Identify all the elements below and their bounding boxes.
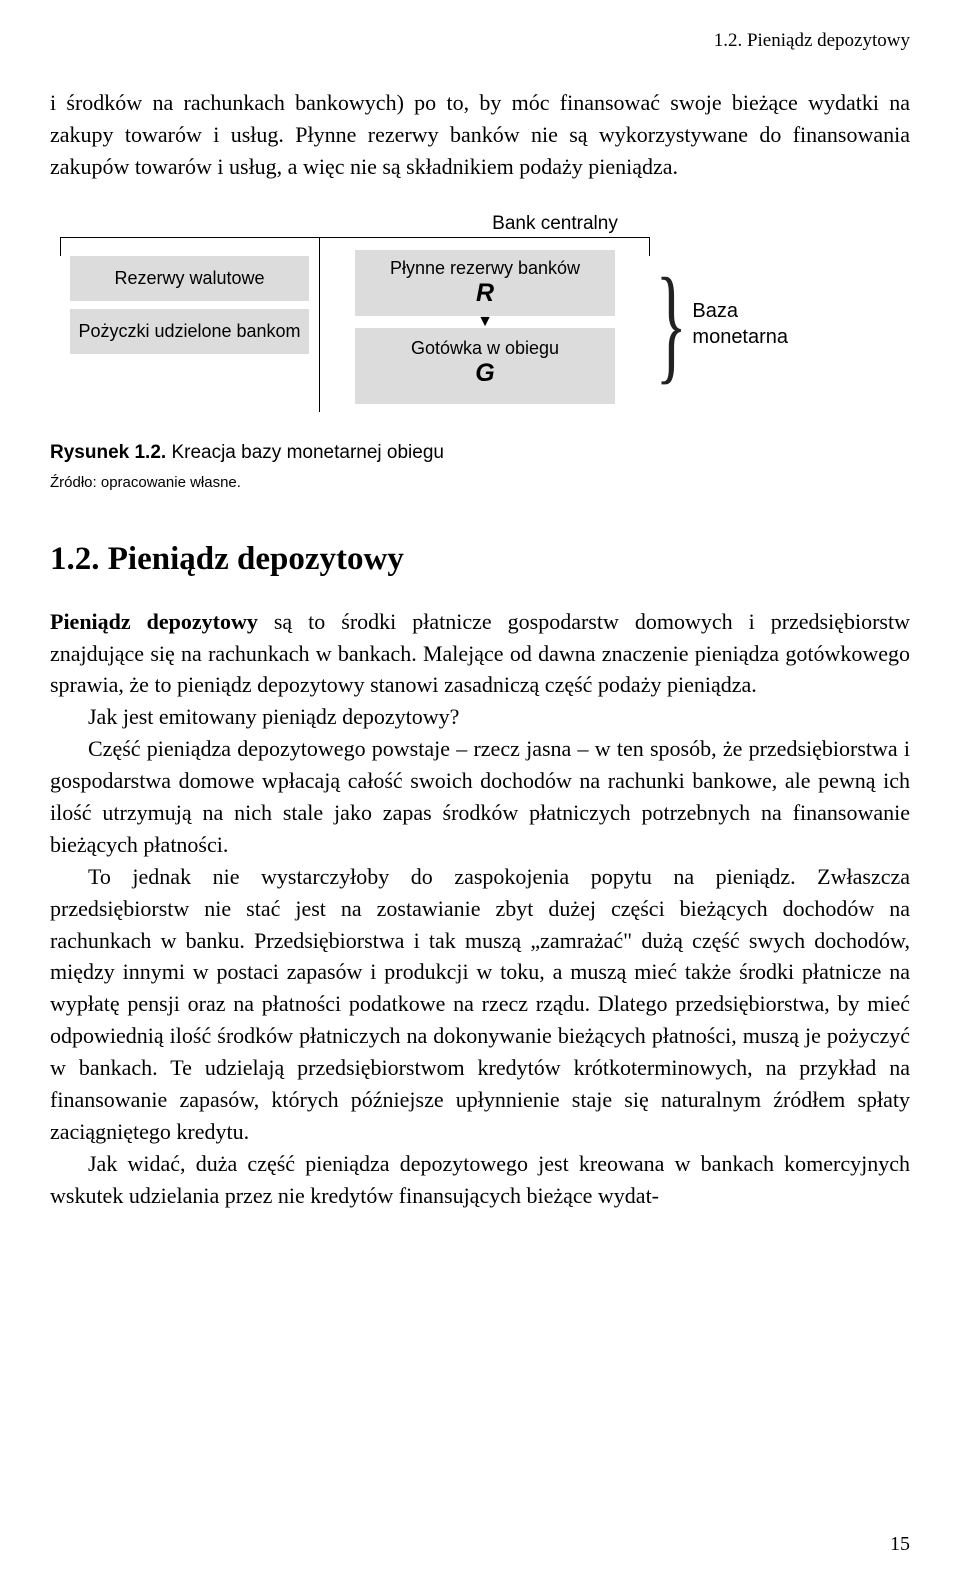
diagram-left-col: Rezerwy walutowe Pożyczki udzielone bank… (60, 237, 320, 412)
section-heading: 1.2. Pieniądz depozytowy (50, 541, 910, 578)
page-number: 15 (890, 1533, 910, 1556)
body-paragraph-3: Część pieniądza depozytowego powstaje – … (50, 733, 910, 861)
diagram-container: Bank centralny Rezerwy walutowe Pożyczki… (50, 213, 910, 412)
intro-paragraph: i środków na rachunkach bankowych) po to… (50, 87, 910, 183)
body-paragraph-5: Jak widać, duża część pieniądza depozyto… (50, 1148, 910, 1212)
diagram-title: Bank centralny (60, 213, 900, 235)
box-pozyczki: Pożyczki udzielone bankom (70, 309, 309, 354)
brace-label-1: Baza (692, 300, 738, 322)
arrow-down-icon: ▼ (477, 317, 493, 327)
body-paragraph-1: Pieniądz depozytowy są to środki płatnic… (50, 606, 910, 702)
body-paragraph-2: Jak jest emitowany pieniądz depozytowy? (50, 701, 910, 733)
figure-caption: Rysunek 1.2. Kreacja bazy monetarnej obi… (50, 442, 910, 464)
brace-label-2: monetarna (692, 326, 788, 348)
center-top-label: Płynne rezerwy banków (363, 258, 607, 279)
box-plynne-rezerwy: Płynne rezerwy banków R (355, 250, 615, 316)
box-rezerwy-walutowe: Rezerwy walutowe (70, 256, 309, 301)
p1-bold: Pieniądz depozytowy (50, 609, 258, 634)
diagram-center-col: Płynne rezerwy banków R ▼ Gotówka w obie… (320, 237, 650, 412)
diagram-row: Rezerwy walutowe Pożyczki udzielone bank… (60, 237, 900, 412)
figure-caption-bold: Rysunek 1.2. (50, 442, 166, 463)
symbol-g: G (363, 359, 607, 394)
diagram-right-col: } Baza monetarna (650, 237, 900, 412)
brace-wrap: } Baza monetarna (660, 259, 788, 389)
figure-caption-rest: Kreacja bazy monetarnej obiegu (166, 442, 444, 463)
body-paragraph-4: To jednak nie wystarczyłoby do zaspokoje… (50, 861, 910, 1148)
brace-icon: } (656, 259, 687, 389)
brace-label: Baza monetarna (692, 298, 788, 350)
symbol-r: R (363, 279, 607, 314)
center-bottom-label: Gotówka w obiegu (363, 338, 607, 359)
box-gotowka: Gotówka w obiegu G (355, 328, 615, 404)
running-header: 1.2. Pieniądz depozytowy (50, 30, 910, 52)
figure-source: Źródło: opracowanie własne. (50, 474, 910, 491)
